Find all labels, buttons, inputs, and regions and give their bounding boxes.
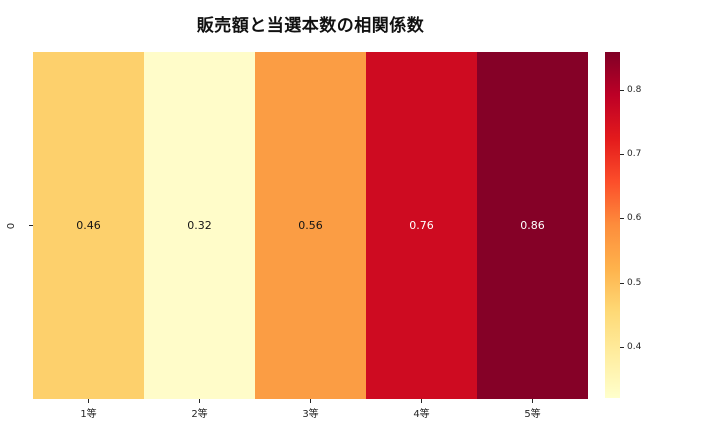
colorbar-tick-label: 0.7 — [627, 149, 642, 159]
heatmap-cell-3: 0.56 — [255, 52, 366, 399]
chart-title: 販売額と当選本数の相関係数 — [196, 16, 425, 36]
x-tick-label-5: 5等 — [524, 409, 541, 420]
cell-value-3: 0.56 — [298, 219, 323, 232]
colorbar — [605, 52, 620, 398]
colorbar-tick: 0.6 — [620, 212, 664, 224]
x-tick-label-2: 2等 — [191, 409, 208, 420]
cell-value-1: 0.46 — [76, 219, 101, 232]
x-tick-mark — [532, 399, 533, 403]
colorbar-tick-label: 0.8 — [627, 85, 642, 95]
x-axis-labels: 1等 2等 3等 4等 5等 — [33, 405, 588, 420]
colorbar-tick-label: 0.4 — [627, 342, 642, 352]
colorbar-tick-mark — [620, 217, 624, 219]
cell-value-4: 0.76 — [409, 219, 434, 232]
x-tick-mark — [199, 399, 200, 403]
y-tick-label: 0 — [4, 222, 15, 230]
heatmap-cell-2: 0.32 — [144, 52, 255, 399]
colorbar-tick-mark — [620, 153, 624, 155]
cell-value-2: 0.32 — [187, 219, 212, 232]
x-tick-label-3: 3等 — [302, 409, 319, 420]
heatmap-cell-5: 0.86 — [477, 52, 588, 399]
cell-value-5: 0.86 — [520, 219, 545, 232]
colorbar-tick-label: 0.5 — [627, 278, 642, 288]
x-tick-mark — [310, 399, 311, 403]
colorbar-tick-mark — [620, 89, 624, 91]
heatmap-grid: 0.46 0.32 0.56 0.76 0.86 — [33, 52, 588, 399]
colorbar-tick: 0.7 — [620, 148, 664, 160]
colorbar-tick-mark — [620, 282, 624, 284]
x-tick-label-1: 1等 — [80, 409, 97, 420]
x-tick-mark — [421, 399, 422, 403]
x-tick-mark — [88, 399, 89, 403]
heatmap-cell-4: 0.76 — [366, 52, 477, 399]
colorbar-tick-mark — [620, 346, 624, 348]
colorbar-tick-label: 0.6 — [627, 213, 642, 223]
y-tick-mark — [29, 225, 33, 226]
colorbar-tick: 0.5 — [620, 277, 664, 289]
colorbar-tick: 0.4 — [620, 341, 664, 353]
x-axis-ticks — [33, 399, 588, 403]
colorbar-tick: 0.8 — [620, 84, 664, 96]
heatmap-cell-1: 0.46 — [33, 52, 144, 399]
x-tick-label-4: 4等 — [413, 409, 430, 420]
